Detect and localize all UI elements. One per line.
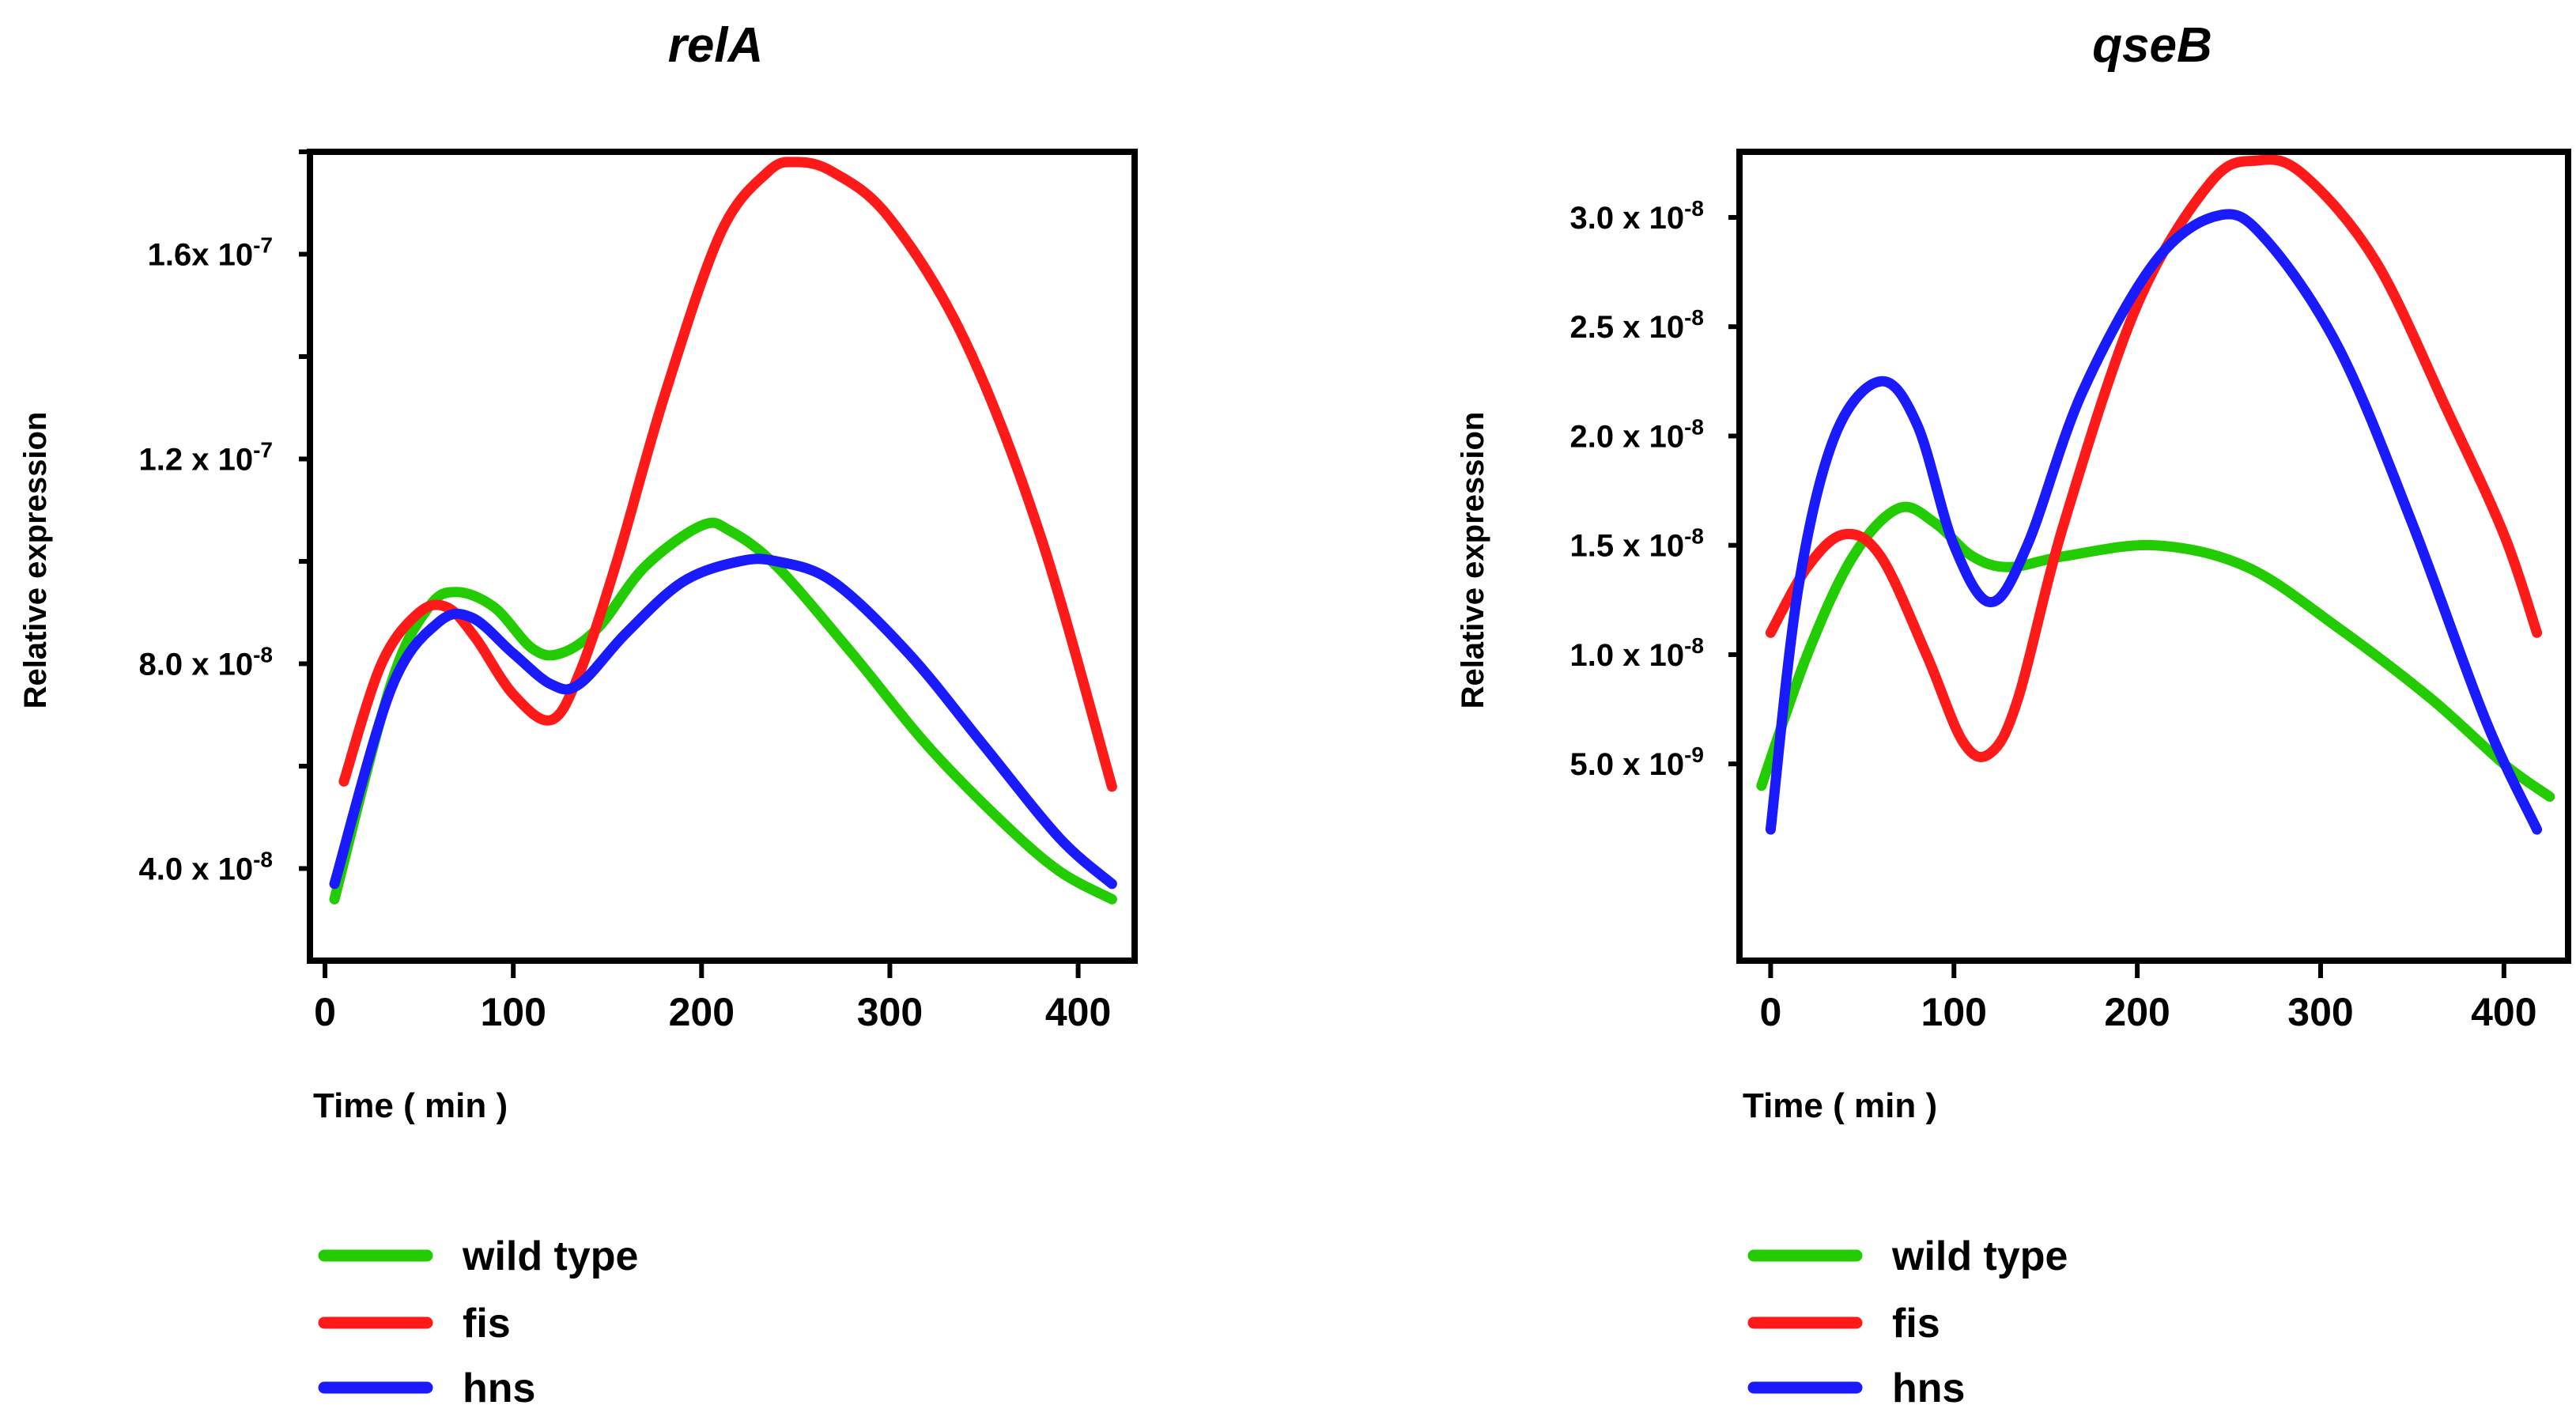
series-line-fis — [1765, 154, 2543, 762]
chart-panel-qseB: qseB 0 100 200 300 400 5.0 x 10-9 1.0 x 10-8 1.5… — [1456, 18, 2571, 1411]
y-tick-label: 1.6x 10-7 — [148, 232, 273, 272]
x-tick-label: 400 — [1045, 990, 1111, 1034]
y-tick-label: 2.0 x 10-8 — [1570, 414, 1704, 454]
plot-frame — [307, 149, 1138, 964]
x-tick-label: 200 — [669, 990, 735, 1034]
chart-title: relA — [668, 18, 764, 73]
y-axis-label: Relative expression — [18, 412, 53, 709]
plot-frame — [1736, 149, 2571, 964]
x-tick-label: 300 — [2287, 990, 2353, 1034]
y-tick-label: 5.0 x 10-9 — [1570, 742, 1704, 782]
y-tick-label: 1.5 x 10-8 — [1570, 524, 1704, 564]
chart-panel-relA: relA 0 100 200 300 400 4.0 x 10-8 8.0 x 10-8 1.2… — [18, 18, 1138, 1411]
series-line-hns — [1765, 209, 2543, 835]
x-tick-label: 0 — [314, 990, 336, 1034]
legend-label-wild-type: wild type — [462, 1233, 638, 1279]
y-tick-label: 3.0 x 10-8 — [1570, 196, 1704, 236]
x-tick-label: 0 — [1760, 990, 1782, 1034]
chart-title: qseB — [2092, 18, 2212, 73]
legend: wild type fis hns — [1747, 1233, 2068, 1411]
legend-label-fis: fis — [463, 1301, 511, 1347]
y-axis-label: Relative expression — [1456, 412, 1490, 709]
x-tick-label: 100 — [1921, 990, 1987, 1034]
x-tick-label: 400 — [2471, 990, 2536, 1034]
y-tick-label: 1.2 x 10-7 — [139, 437, 273, 477]
series-line-hns — [329, 553, 1117, 890]
legend-label-hns: hns — [1892, 1365, 1965, 1411]
x-axis-label: Time ( min ) — [313, 1086, 508, 1125]
y-tick-label: 1.0 x 10-8 — [1570, 633, 1704, 673]
x-tick-label: 300 — [857, 990, 923, 1034]
legend-label-fis: fis — [1892, 1301, 1940, 1347]
y-tick-label: 8.0 x 10-8 — [139, 642, 273, 682]
x-tick-label: 100 — [480, 990, 546, 1034]
y-tick-label: 4.0 x 10-8 — [139, 847, 273, 886]
series-line-wild-type — [329, 517, 1117, 905]
legend-label-wild-type: wild type — [1891, 1233, 2068, 1279]
y-tick-label: 2.5 x 10-8 — [1570, 305, 1704, 345]
x-tick-label: 200 — [2104, 990, 2170, 1034]
x-axis-label: Time ( min ) — [1743, 1086, 1937, 1125]
legend-label-hns: hns — [463, 1365, 535, 1411]
series-line-wild-type — [1756, 501, 2555, 803]
legend: wild type fis hns — [318, 1233, 638, 1411]
series-line-fis — [338, 157, 1117, 792]
